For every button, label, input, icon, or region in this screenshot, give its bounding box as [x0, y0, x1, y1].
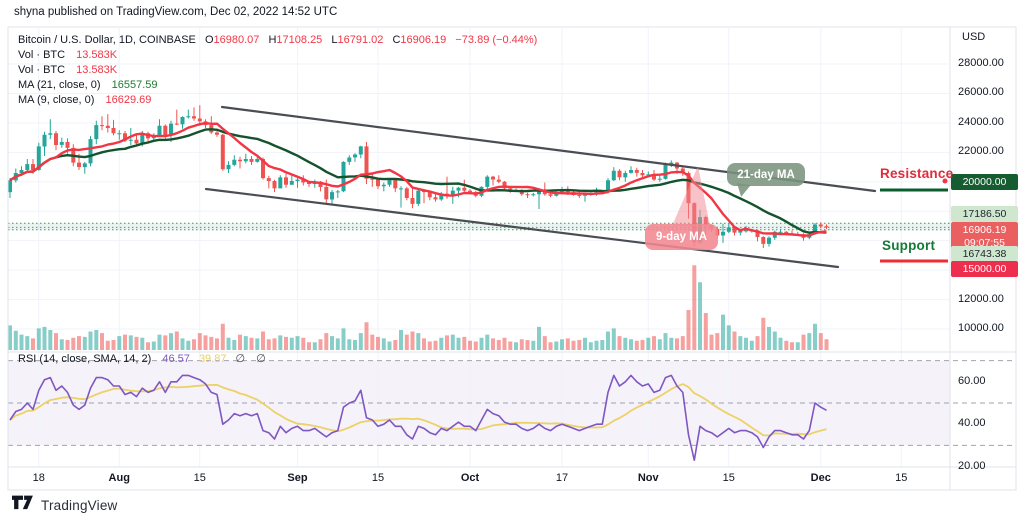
price-badge: 20000.00: [951, 174, 1018, 190]
low-label: L: [331, 34, 338, 46]
rsi-label: RSI (14, close, SMA, 14, 2): [18, 353, 152, 365]
rsi-empty-values: ∅ ∅: [235, 353, 270, 365]
volume-value: 13.583K: [76, 64, 118, 76]
rsi-sma-value: 39.87: [198, 353, 227, 365]
price-badge: 16743.38: [951, 246, 1018, 262]
high-label: H: [268, 34, 277, 46]
rsi-tick-label: 60.00: [958, 374, 986, 387]
open-value: 16980.07: [213, 34, 260, 46]
tradingview-logo-icon: [12, 495, 34, 515]
ma21-legend-row[interactable]: MA (21, close, 0) 16557.59: [18, 78, 537, 93]
rsi-tick-label: 40.00: [958, 417, 986, 430]
time-tick-label: Dec: [810, 472, 831, 484]
support-label[interactable]: Support: [882, 238, 936, 253]
ma9-label: MA (9, close, 0): [18, 94, 95, 106]
ma21-label: MA (21, close, 0): [18, 79, 101, 91]
symbol-title: Bitcoin / U.S. Dollar, 1D, COINBASE: [18, 34, 196, 46]
close-value: 16906.19: [400, 34, 447, 46]
high-value: 17108.25: [276, 34, 323, 46]
price-badge: 17186.50: [951, 206, 1018, 222]
time-tick-label: Nov: [637, 472, 659, 484]
price-tick-label: 22000.00: [958, 145, 1004, 158]
ma21-value: 16557.59: [111, 79, 158, 91]
low-value: 16791.02: [337, 34, 384, 46]
currency-label: USD: [962, 31, 986, 43]
close-label: C: [392, 34, 401, 46]
volume-label: Vol · BTC: [18, 64, 66, 76]
time-tick-label: 18: [32, 472, 45, 484]
time-tick-label: 15: [193, 472, 206, 484]
resistance-label[interactable]: Resistance: [880, 166, 954, 181]
symbol-legend-row[interactable]: Bitcoin / U.S. Dollar, 1D, COINBASE O169…: [18, 33, 537, 48]
ma9-legend-row[interactable]: MA (9, close, 0) 16629.69: [18, 93, 537, 108]
price-tick-label: 10000.00: [958, 322, 1004, 335]
time-tick-label: 15: [371, 472, 385, 484]
price-tick-label: 26000.00: [958, 86, 1004, 99]
rsi-value: 46.57: [162, 353, 190, 365]
rsi-tick-label: 20.00: [958, 459, 986, 472]
time-tick-label: 17: [555, 472, 569, 484]
chart-legend: Bitcoin / U.S. Dollar, 1D, COINBASE O169…: [18, 33, 537, 108]
volume-legend-row-1[interactable]: Vol · BTC 13.583K: [18, 48, 537, 63]
price-badge: 15000.00: [951, 261, 1018, 277]
time-tick-label: Aug: [108, 472, 130, 484]
volume-value: 13.583K: [76, 49, 118, 61]
published-line: shyna published on TradingView.com, Dec …: [14, 6, 338, 18]
change-value: −73.89 (−0.44%): [455, 34, 538, 46]
time-tick-label: Oct: [460, 472, 480, 484]
volume-legend-row-2[interactable]: Vol · BTC 13.583K: [18, 63, 537, 78]
time-tick-label: 15: [895, 472, 908, 484]
price-tick-label: 28000.00: [958, 57, 1004, 69]
price-tick-label: 12000.00: [958, 292, 1004, 305]
ma21-callout-bubble[interactable]: 21-day MA: [727, 163, 805, 186]
tradingview-brand-text: TradingView: [41, 497, 118, 513]
ma9-callout-bubble[interactable]: 9-day MA: [645, 224, 718, 250]
time-tick-label: 15: [722, 472, 735, 484]
time-tick-label: Sep: [287, 472, 308, 484]
open-label: O: [204, 34, 214, 46]
ma9-value: 16629.69: [105, 94, 152, 106]
price-tick-label: 24000.00: [958, 115, 1004, 128]
rsi-legend-row[interactable]: RSI (14, close, SMA, 14, 2) 46.57 39.87 …: [18, 352, 270, 365]
volume-label: Vol · BTC: [18, 49, 66, 61]
tradingview-footer[interactable]: TradingView: [12, 495, 118, 515]
